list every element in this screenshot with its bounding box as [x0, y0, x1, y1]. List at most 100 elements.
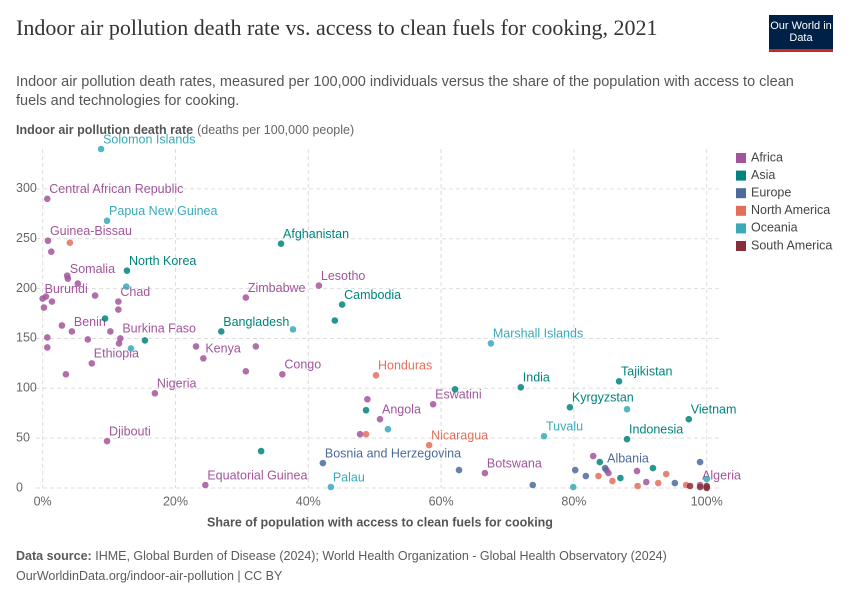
point-label: Solomon Islands: [103, 132, 195, 146]
point-label: Indonesia: [629, 422, 683, 436]
url[interactable]: OurWorldinData.org/indoor-air-pollution …: [16, 569, 283, 583]
point: [487, 340, 495, 347]
legend-label: South America: [751, 238, 832, 252]
x-tick-label: 60%: [429, 494, 454, 508]
point: [362, 430, 370, 438]
point-label: Botswana: [487, 456, 542, 470]
point: [617, 474, 624, 482]
point: [571, 466, 579, 474]
point-label: Burkina Faso: [122, 322, 196, 336]
point-label: Honduras: [378, 359, 432, 373]
point: [703, 475, 711, 483]
point-label: Zimbabwe: [248, 281, 306, 295]
point: [117, 335, 124, 342]
point: [569, 483, 577, 491]
point: [200, 355, 207, 362]
point: [43, 344, 51, 351]
point: [315, 282, 323, 289]
point: [634, 482, 641, 490]
point: [217, 328, 225, 335]
point: [97, 145, 105, 153]
y-tick-label: 150: [16, 331, 37, 345]
point-label: Nigeria: [157, 377, 197, 391]
point-label: Equatorial Guinea: [207, 468, 307, 482]
point: [279, 371, 286, 378]
point: [686, 482, 694, 490]
point-label: Nicaragua: [431, 428, 488, 442]
legend-label: Asia: [751, 168, 775, 182]
point: [242, 294, 250, 301]
point-label: Djibouti: [109, 424, 151, 438]
point: [62, 371, 70, 378]
point: [48, 298, 56, 305]
point: [529, 481, 537, 489]
point-label: Albania: [607, 451, 649, 465]
point: [364, 395, 371, 403]
point: [696, 483, 704, 491]
legend-swatch: [736, 223, 746, 234]
chart-title: Indoor air pollution death rate vs. acce…: [16, 15, 658, 40]
point-label: Ethiopia: [94, 347, 139, 361]
point: [429, 400, 437, 408]
point: [595, 472, 602, 480]
y-tick-label: 300: [16, 181, 37, 195]
legend-swatch: [736, 153, 746, 163]
point: [40, 304, 48, 311]
y-axis-title: Indoor air pollution death rate: [16, 123, 193, 137]
point: [43, 195, 51, 203]
point: [74, 280, 82, 287]
point: [609, 477, 616, 485]
y-tick-label: 0: [16, 480, 23, 494]
legend-label: Europe: [751, 185, 791, 199]
point: [589, 452, 597, 460]
point: [84, 336, 92, 343]
point: [685, 415, 693, 423]
x-tick-label: 40%: [296, 494, 321, 508]
point: [68, 328, 76, 335]
x-axis-label: Share of population with access to clean…: [207, 515, 553, 529]
point: [671, 479, 679, 487]
point: [662, 470, 670, 478]
point: [289, 326, 297, 333]
point: [455, 466, 463, 474]
point: [47, 248, 55, 255]
y-axis-label: Indoor air pollution death rate (deaths p…: [16, 123, 354, 137]
source: Data source: IHME, Global Burden of Dise…: [16, 549, 667, 563]
point-label: Afghanistan: [283, 227, 349, 241]
legend-label: Africa: [751, 150, 783, 164]
point: [623, 405, 631, 413]
point: [107, 328, 114, 335]
source-text: IHME, Global Burden of Disease (2024); W…: [95, 549, 667, 563]
point-label: Central African Republic: [49, 182, 183, 196]
point-label: North Korea: [129, 254, 196, 268]
y-tick-label: 200: [16, 281, 37, 295]
point-label: Palau: [333, 470, 365, 484]
point: [703, 484, 711, 492]
point: [615, 378, 623, 385]
point-label: Tuvalu: [546, 419, 583, 433]
point: [649, 464, 657, 472]
point-label: Congo: [284, 358, 321, 372]
point: [331, 317, 339, 324]
point: [192, 343, 200, 350]
point: [101, 315, 109, 322]
point: [596, 458, 604, 466]
point: [642, 478, 650, 486]
logo[interactable]: Our World in Data: [769, 15, 833, 52]
point: [115, 306, 122, 313]
point: [654, 479, 662, 487]
point: [425, 441, 433, 449]
point: [252, 343, 260, 350]
legend-swatch: [736, 188, 746, 199]
point-label: Benin: [74, 315, 106, 329]
point: [481, 469, 489, 477]
point: [151, 389, 159, 397]
point: [103, 217, 111, 225]
point: [376, 415, 384, 423]
x-tick-label: 100%: [691, 494, 723, 508]
point: [582, 472, 590, 480]
point-label: Lesotho: [321, 269, 366, 283]
point: [58, 322, 66, 329]
point: [319, 459, 327, 467]
point: [277, 240, 285, 248]
